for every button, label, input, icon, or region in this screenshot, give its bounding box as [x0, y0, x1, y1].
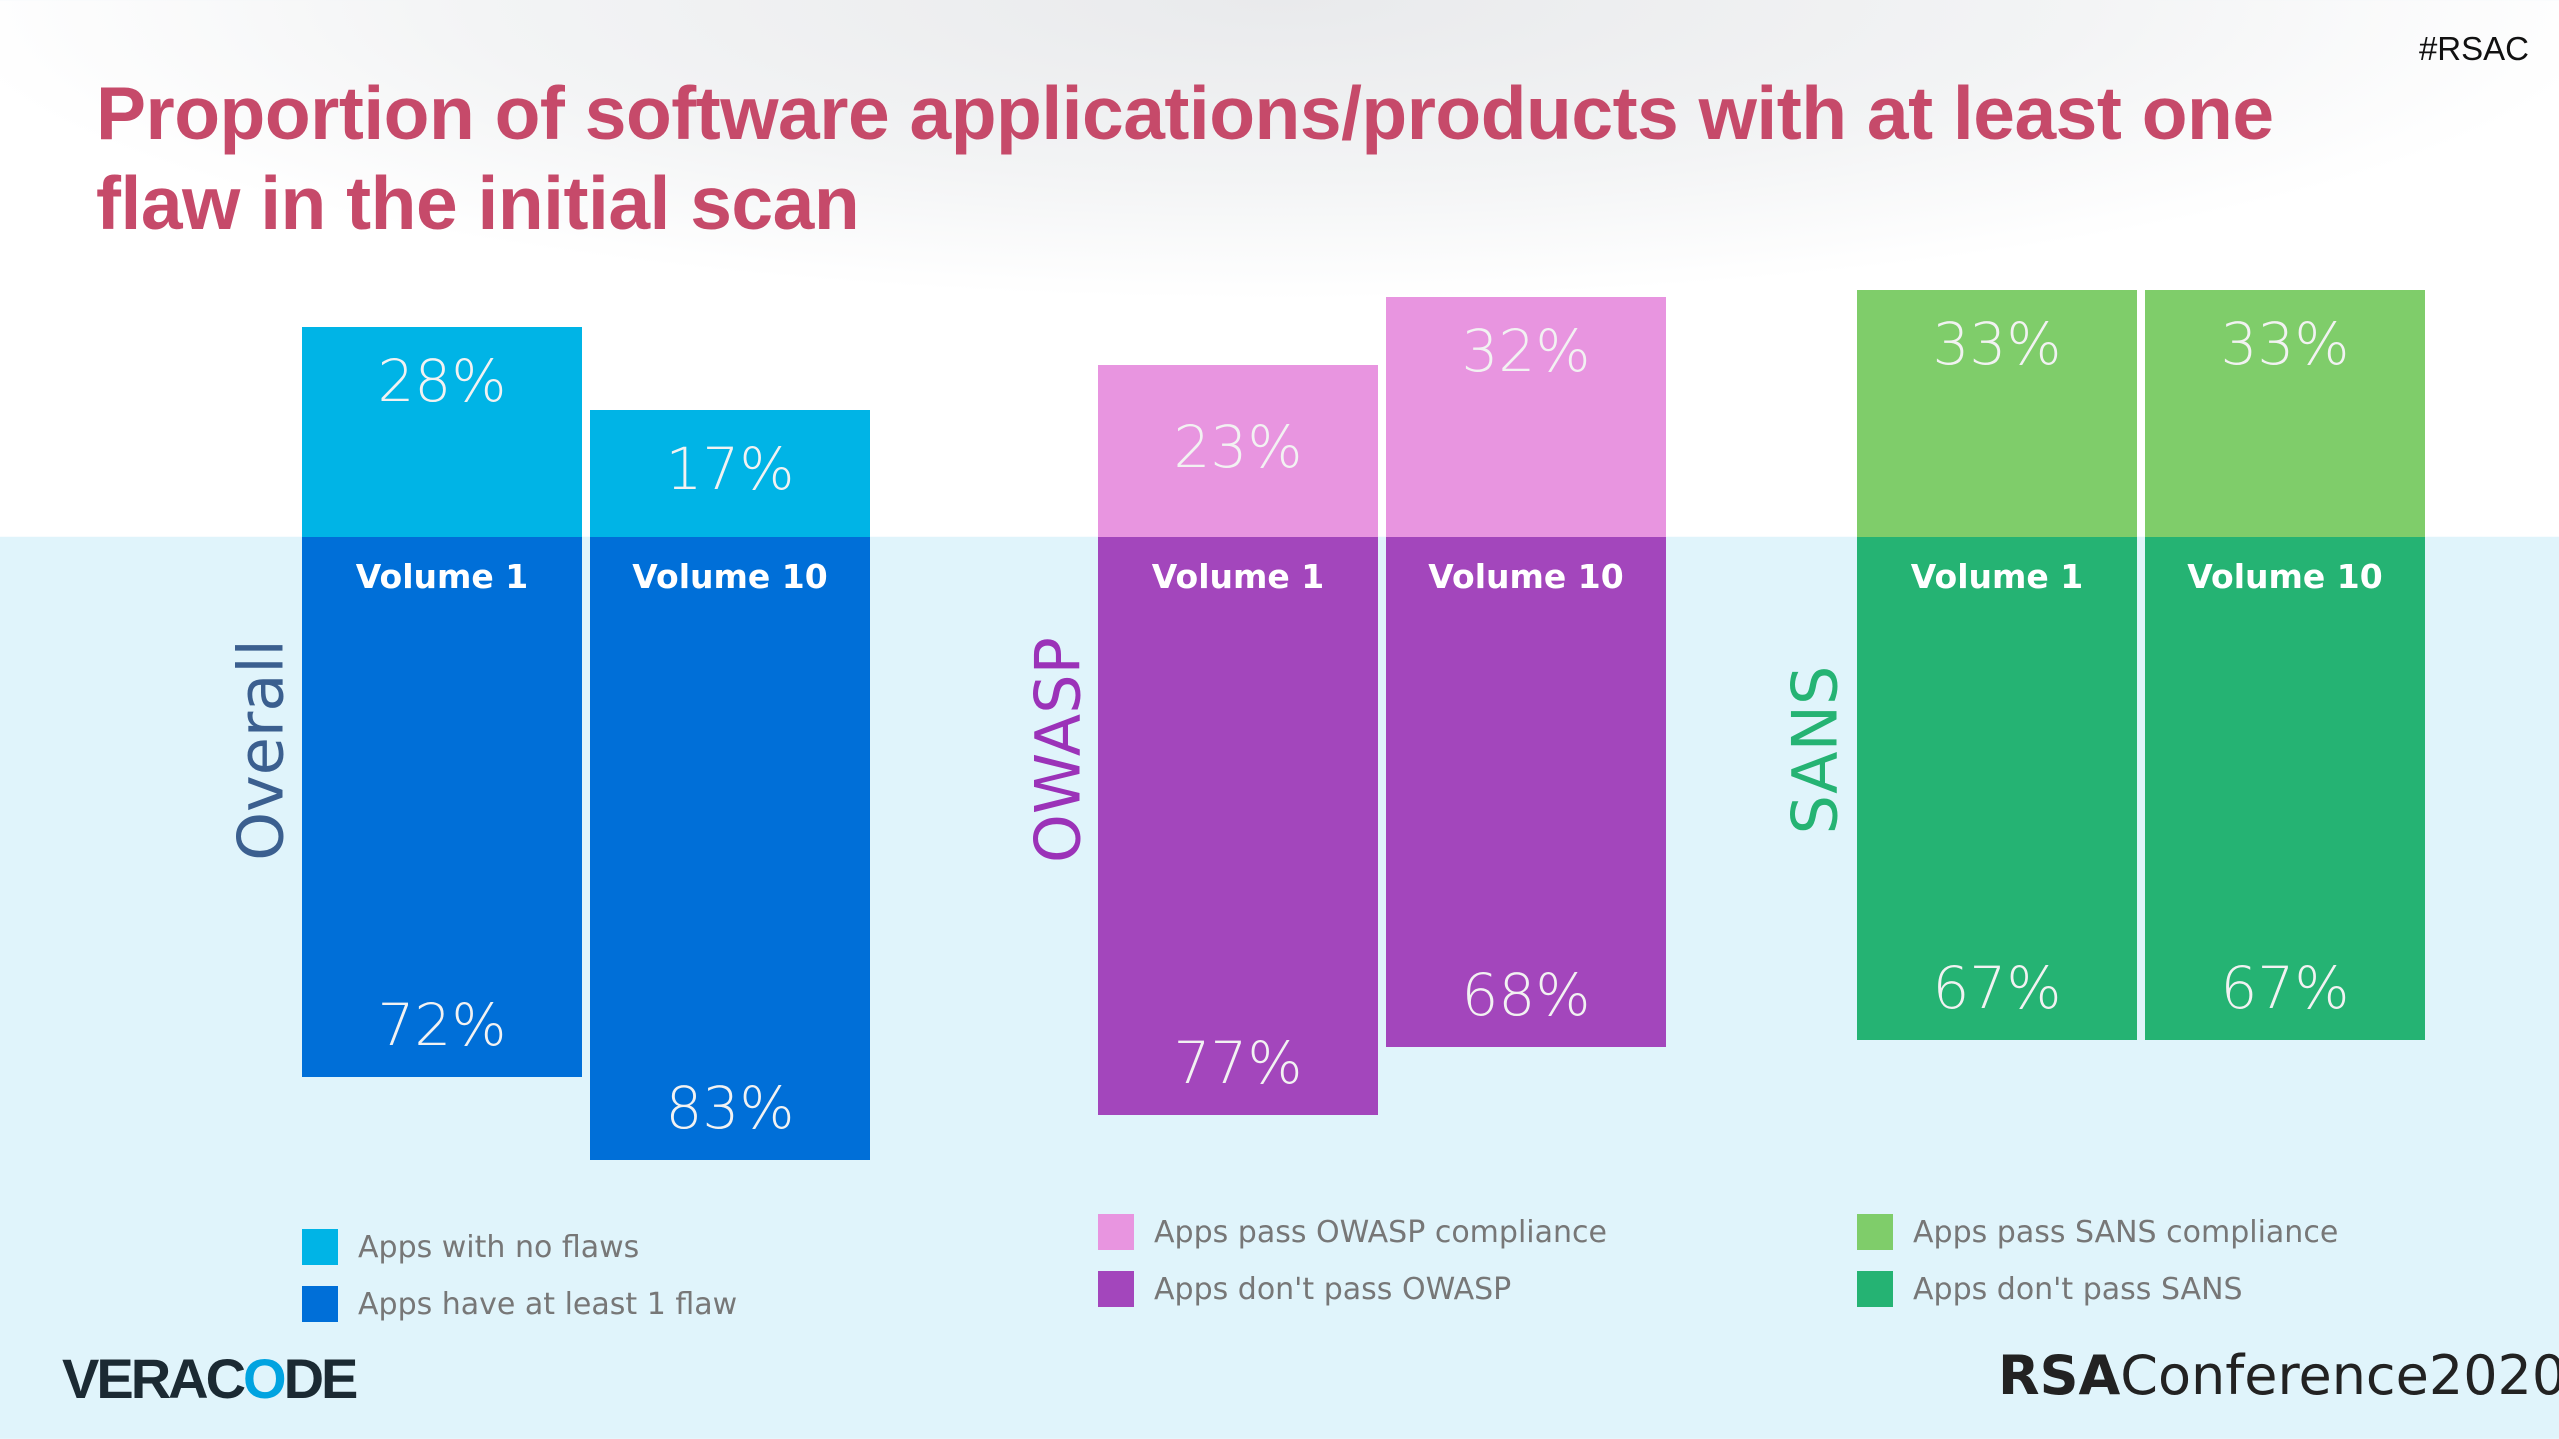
legend-item: Apps don't pass SANS [1857, 1271, 2338, 1307]
bar-top-segment: 33% [1857, 289, 2137, 537]
bar-bottom-segment: Volume 1 72% [302, 537, 582, 1077]
bar-bottom-segment: Volume 1 77% [1098, 537, 1378, 1115]
bar-top-segment: 32% [1386, 297, 1666, 537]
page-title: Proportion of software applications/prod… [96, 71, 2274, 245]
data-label: 72% [377, 991, 507, 1059]
legend-overall: Apps with no flaws Apps have at least 1 f… [302, 1229, 737, 1343]
legend-item: Apps pass SANS compliance [1857, 1214, 2338, 1250]
legend-label: Apps don't pass SANS [1913, 1271, 2243, 1307]
bar-bottom-segment: Volume 1 67% [1857, 537, 2137, 1040]
legend-swatch [302, 1286, 338, 1322]
data-label: 17% [665, 435, 795, 504]
legend-swatch [1857, 1271, 1893, 1307]
rsa-conference-logo: RSAConference2020 [1998, 1344, 2559, 1407]
data-label: 32% [1461, 317, 1591, 385]
data-label: 68% [1461, 961, 1591, 1029]
legend-swatch [1857, 1214, 1893, 1250]
data-label: 23% [1173, 412, 1303, 481]
data-label: 28% [377, 347, 507, 415]
category-label: Volume 1 [1910, 557, 2084, 596]
category-label: Volume 10 [1428, 557, 1624, 596]
legend-item: Apps have at least 1 flaw [302, 1286, 737, 1322]
legend-sans: Apps pass SANS compliance Apps don't pass… [1857, 1214, 2338, 1328]
data-label: 67% [1932, 953, 2062, 1022]
legend-item: Apps pass OWASP compliance [1098, 1214, 1607, 1250]
bar-top-segment: 23% [1098, 364, 1378, 537]
bar-top-segment: 28% [302, 327, 582, 537]
hashtag: #RSAC [2418, 30, 2529, 67]
legend-swatch [1098, 1271, 1134, 1307]
legend-owasp: Apps pass OWASP compliance Apps don't pas… [1098, 1214, 1607, 1328]
legend-item: Apps don't pass OWASP [1098, 1271, 1607, 1307]
rsa-logo-rest: Conference2020 [2120, 1344, 2559, 1407]
legend-item: Apps with no flaws [302, 1229, 737, 1265]
bar-top-segment: 33% [2145, 289, 2425, 537]
bar-bottom-segment: Volume 10 83% [590, 537, 870, 1160]
category-label: Volume 1 [1151, 557, 1325, 596]
data-label: 83% [665, 1073, 795, 1142]
data-label: 33% [1932, 309, 2062, 378]
bar-bottom-segment: Volume 10 68% [1386, 537, 1666, 1047]
legend-label: Apps pass OWASP compliance [1154, 1214, 1607, 1250]
category-label: Volume 1 [355, 557, 529, 596]
legend-label: Apps don't pass OWASP [1154, 1271, 1512, 1307]
rsa-logo-bold: RSA [1998, 1344, 2121, 1407]
data-label: 67% [2220, 953, 2350, 1022]
legend-label: Apps have at least 1 flaw [358, 1286, 738, 1322]
bar-top-segment: 17% [590, 409, 870, 537]
group-label-sans: SANS [1778, 665, 1852, 835]
veracode-logo: VERACODE [62, 1347, 358, 1410]
category-label: Volume 10 [2187, 557, 2383, 596]
legend-label: Apps pass SANS compliance [1913, 1214, 2339, 1250]
data-label: 77% [1173, 1028, 1303, 1097]
data-label: 33% [2220, 309, 2350, 378]
bar-bottom-segment: Volume 10 67% [2145, 537, 2425, 1040]
legend-label: Apps with no flaws [358, 1229, 640, 1265]
group-label-owasp: OWASP [1021, 637, 1095, 863]
group-label-overall: Overall [224, 639, 298, 861]
legend-swatch [1098, 1214, 1134, 1250]
category-label: Volume 10 [632, 557, 828, 596]
legend-swatch [302, 1229, 338, 1265]
